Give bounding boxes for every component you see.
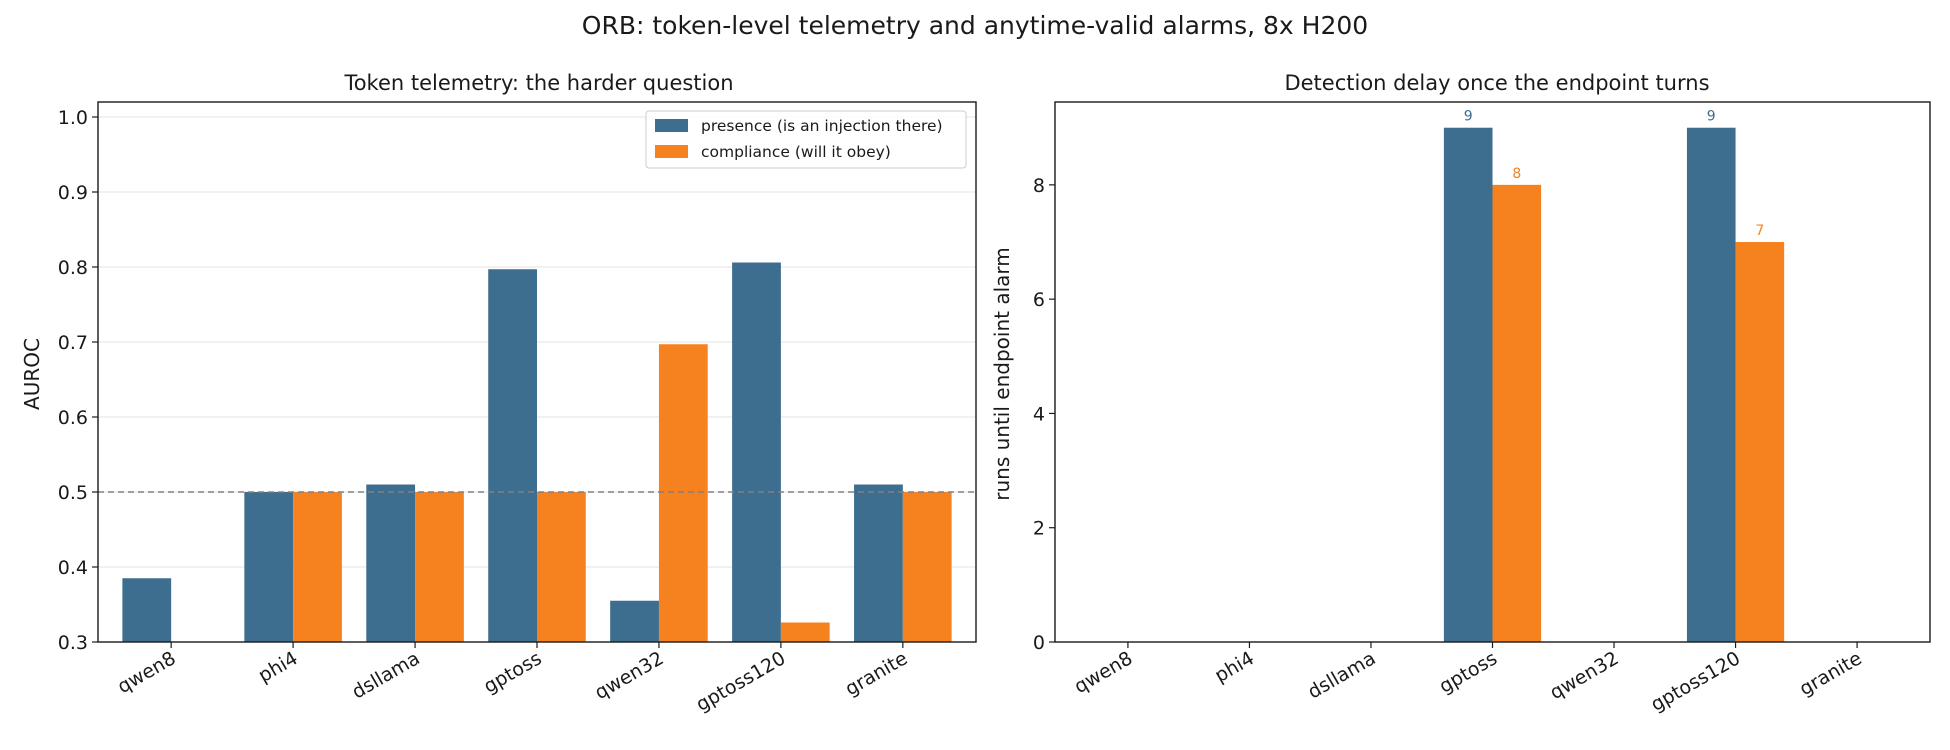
left-y-tick-label: 0.4 [58, 557, 88, 579]
left-y-tick-label: 1.0 [58, 107, 88, 129]
right-data-label: 9 [1464, 109, 1473, 125]
figure-title: ORB: token-level telemetry and anytime-v… [582, 11, 1368, 40]
right-data-label: 7 [1755, 223, 1764, 239]
left-y-tick-label: 0.7 [58, 332, 88, 354]
left-bar-presence-qwen32 [610, 600, 659, 642]
right-chart-ylabel: runs until endpoint alarm [990, 247, 1014, 500]
left-y-tick-label: 0.5 [58, 482, 88, 504]
left-bar-presence-phi4 [244, 492, 294, 642]
right-x-tick-label: granite [1796, 647, 1866, 700]
right-bar-compliance-gptoss [1492, 184, 1542, 642]
left-bar-compliance-phi4 [293, 492, 342, 642]
left-bar-compliance-gptoss120 [780, 622, 830, 642]
left-legend-swatch [655, 119, 688, 132]
right-chart: Detection delay once the endpoint turns … [990, 71, 1931, 716]
right-x-tick-label: qwen8 [1070, 647, 1136, 698]
left-x-tick-label: gptoss [480, 647, 546, 698]
left-legend-frame [645, 110, 967, 169]
left-bar-presence-granite [854, 484, 903, 642]
left-bar-presence-dsllama [366, 484, 416, 642]
left-x-tick-label: gptoss120 [692, 647, 789, 716]
left-bar-presence-gptoss120 [732, 262, 781, 642]
right-bar-presence-gptoss [1443, 127, 1493, 642]
left-bar-presence-qwen8 [122, 578, 172, 642]
left-x-tick-label: qwen8 [114, 647, 180, 698]
left-y-tick-label: 0.6 [58, 407, 88, 429]
left-y-tick-label: 0.8 [58, 257, 88, 279]
left-x-tick-label: qwen32 [591, 647, 667, 704]
left-legend-label: compliance (will it obey) [701, 143, 891, 161]
right-y-tick-label: 6 [1033, 289, 1045, 311]
left-bar-compliance-qwen32 [658, 344, 708, 642]
right-bar-compliance-gptoss120 [1735, 242, 1785, 642]
left-bar-presence-gptoss [488, 269, 537, 642]
right-data-label: 9 [1707, 109, 1716, 125]
left-y-tick-label: 0.9 [58, 182, 88, 204]
right-x-tick-label: gptoss [1435, 647, 1501, 698]
left-legend-swatch [655, 145, 688, 158]
left-bar-compliance-dsllama [415, 492, 464, 642]
left-legend-label: presence (is an injection there) [701, 117, 943, 135]
left-x-tick-label: phi4 [255, 647, 302, 687]
right-x-tick-label: dsllama [1304, 647, 1379, 703]
right-y-tick-label: 0 [1033, 632, 1045, 654]
left-chart: Token telemetry: the harder question AUR… [20, 71, 977, 716]
left-chart-ylabel: AUROC [20, 338, 44, 410]
right-y-tick-label: 2 [1033, 518, 1045, 540]
left-legend: presence (is an injection there) complian… [645, 110, 967, 169]
right-x-tick-label: gptoss120 [1647, 647, 1744, 716]
right-x-tick-label: phi4 [1211, 647, 1258, 687]
right-data-label: 8 [1512, 166, 1521, 182]
right-x-tick-label: qwen32 [1546, 647, 1622, 704]
left-bar-compliance-granite [902, 492, 952, 642]
left-y-tick-label: 0.3 [58, 632, 88, 654]
left-x-tick-label: granite [841, 647, 911, 700]
left-chart-title: Token telemetry: the harder question [343, 71, 733, 95]
right-bar-presence-gptoss120 [1686, 127, 1736, 642]
right-y-tick-label: 8 [1033, 175, 1045, 197]
left-bar-compliance-gptoss [537, 492, 586, 642]
right-y-tick-label: 4 [1033, 403, 1045, 425]
left-x-tick-label: dsllama [348, 647, 423, 703]
right-chart-title: Detection delay once the endpoint turns [1284, 71, 1709, 95]
